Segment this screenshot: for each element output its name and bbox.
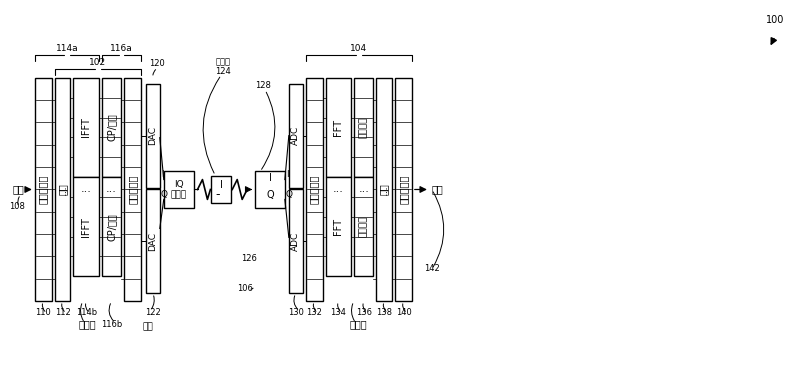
Bar <box>376 78 392 301</box>
Text: 数据: 数据 <box>432 184 443 195</box>
Bar <box>146 84 160 187</box>
Text: I: I <box>286 170 289 179</box>
Text: 138: 138 <box>376 308 392 317</box>
Text: ADC: ADC <box>291 232 300 251</box>
Bar <box>354 177 373 276</box>
Text: 114b: 114b <box>76 308 97 317</box>
Text: ...: ... <box>333 184 344 195</box>
Text: 调制: 调制 <box>58 184 67 195</box>
Text: 132: 132 <box>306 308 322 317</box>
Text: DAC: DAC <box>148 126 158 145</box>
Bar <box>289 84 302 187</box>
Bar <box>211 176 231 203</box>
Text: IFFT: IFFT <box>82 118 91 137</box>
Text: I: I <box>220 179 222 190</box>
Text: ...: ... <box>81 184 92 195</box>
Text: 120: 120 <box>149 59 165 68</box>
Text: 126: 126 <box>241 254 257 264</box>
Text: ADC: ADC <box>291 126 300 145</box>
Bar <box>74 177 99 276</box>
Bar <box>326 78 351 177</box>
Bar <box>102 177 121 276</box>
Text: 134: 134 <box>330 308 346 317</box>
Text: 100: 100 <box>766 15 784 25</box>
Bar <box>74 78 99 177</box>
Bar <box>354 78 373 177</box>
Bar <box>34 78 51 301</box>
Bar <box>326 177 351 276</box>
Text: IQ
调制器: IQ 调制器 <box>170 180 186 199</box>
Text: 142: 142 <box>424 264 440 273</box>
Text: 串行到并行: 串行到并行 <box>38 175 48 204</box>
Text: CP/延迟: CP/延迟 <box>106 213 117 241</box>
Text: 130: 130 <box>288 308 304 317</box>
Text: 116a: 116a <box>110 44 133 53</box>
Text: 106: 106 <box>238 284 253 293</box>
Text: 112: 112 <box>54 308 70 317</box>
Text: 136: 136 <box>356 308 372 317</box>
Text: 122: 122 <box>145 308 161 317</box>
Text: I: I <box>269 173 271 182</box>
Text: -: - <box>215 188 220 201</box>
Text: DAC: DAC <box>148 232 158 251</box>
Text: ...: ... <box>58 184 67 195</box>
Bar <box>395 78 412 301</box>
Text: Q: Q <box>161 190 168 199</box>
Text: 128: 128 <box>255 81 271 90</box>
Text: 并行到串行: 并行到串行 <box>398 175 409 204</box>
Text: 116b: 116b <box>101 320 122 329</box>
Text: ...: ... <box>358 184 370 195</box>
Text: 光信道: 光信道 <box>216 57 231 66</box>
Bar <box>102 78 121 177</box>
Text: 包数均衡: 包数均衡 <box>359 216 368 238</box>
Text: 并行到串行: 并行到串行 <box>127 175 138 204</box>
Text: 124: 124 <box>215 67 231 76</box>
Bar <box>164 171 194 208</box>
Text: 数据: 数据 <box>13 184 25 195</box>
Text: IFFT: IFFT <box>82 217 91 237</box>
Bar <box>289 190 302 293</box>
Text: 发送器: 发送器 <box>79 319 97 329</box>
Text: Q: Q <box>286 190 293 199</box>
Text: FFT: FFT <box>334 218 343 235</box>
Text: 解调: 解调 <box>379 184 389 195</box>
Text: CP/延迟: CP/延迟 <box>106 113 117 141</box>
Text: 包数均衡: 包数均衡 <box>359 117 368 138</box>
Text: 激光: 激光 <box>142 322 154 331</box>
Text: FFT: FFT <box>334 119 343 136</box>
Text: 104: 104 <box>350 44 367 53</box>
Text: 108: 108 <box>9 202 25 211</box>
Text: 110: 110 <box>35 308 51 317</box>
Text: ...: ... <box>106 184 117 195</box>
Bar <box>124 78 141 301</box>
Text: 接收器: 接收器 <box>350 319 368 329</box>
Bar <box>255 171 285 208</box>
Text: 114a: 114a <box>56 44 78 53</box>
Text: 串行到并行: 串行到并行 <box>309 175 319 204</box>
Text: Q: Q <box>266 190 274 201</box>
Text: 140: 140 <box>395 308 411 317</box>
Bar <box>54 78 70 301</box>
Text: ...: ... <box>379 184 389 195</box>
Text: I: I <box>161 170 163 179</box>
Text: 102: 102 <box>89 58 106 67</box>
Bar <box>146 190 160 293</box>
Bar <box>306 78 322 301</box>
